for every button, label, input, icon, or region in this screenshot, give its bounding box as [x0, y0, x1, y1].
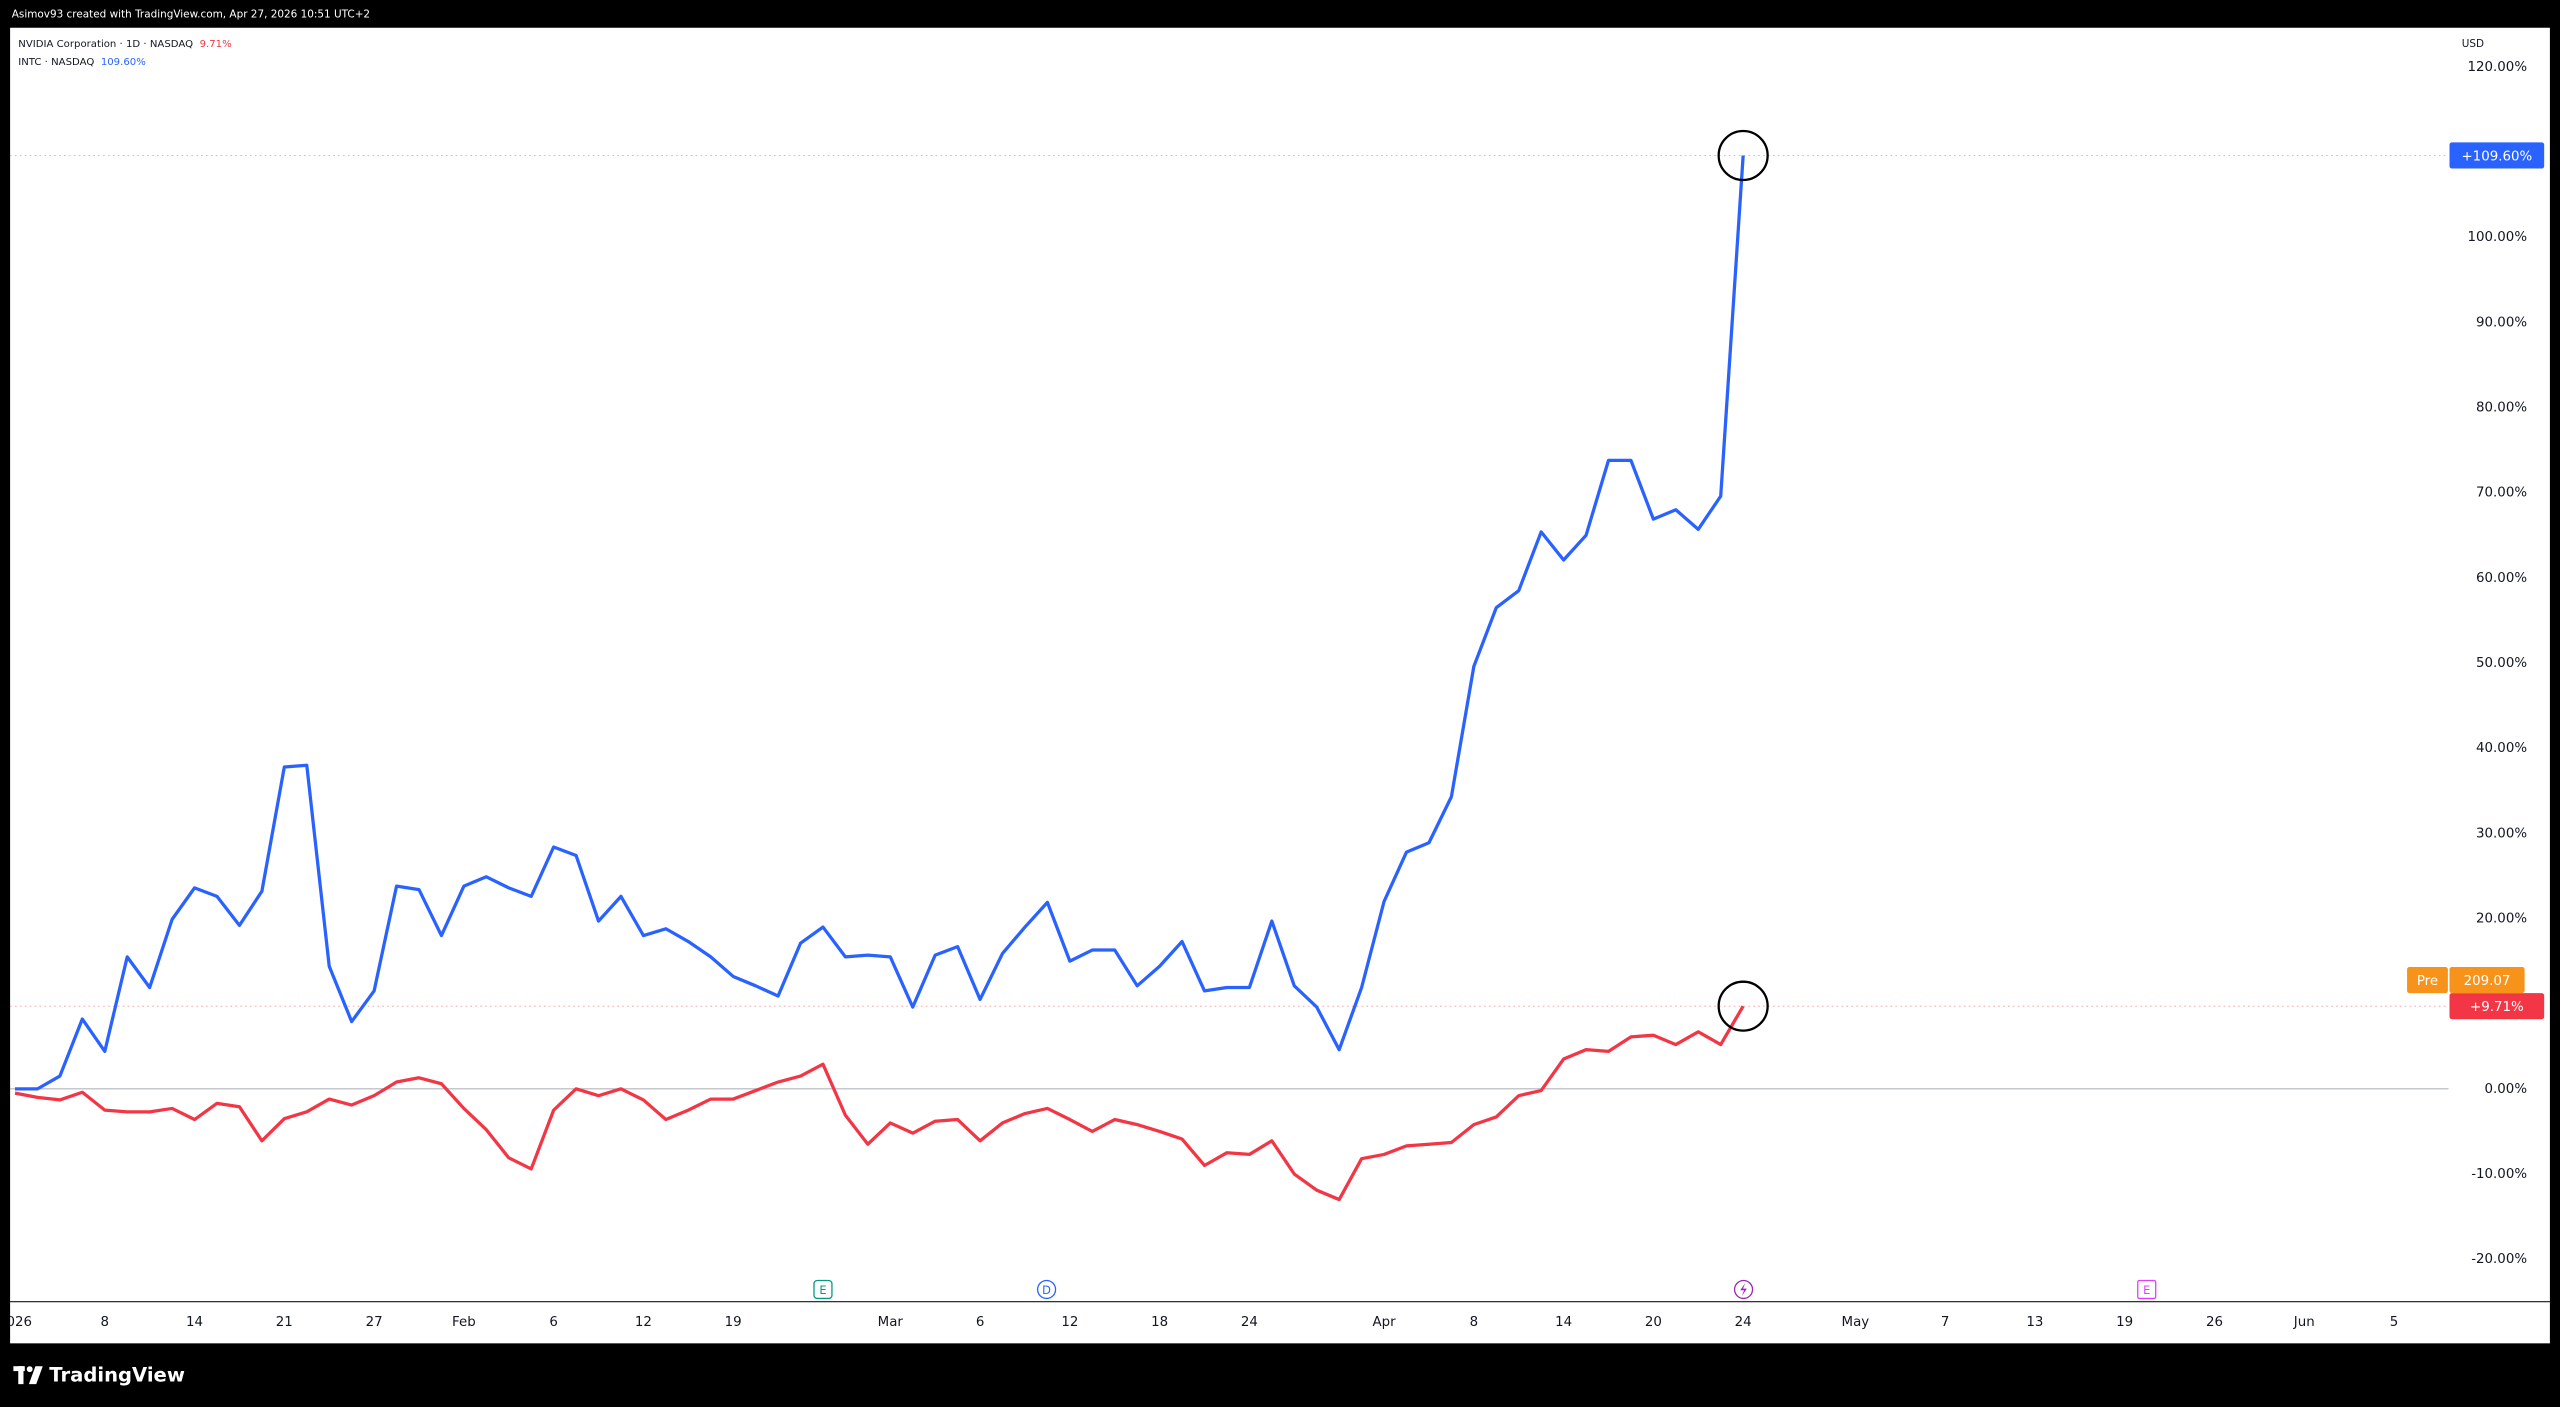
last-value-badge	[2449, 142, 2545, 169]
logo-part	[18, 1366, 24, 1385]
x-tick-label: 7	[1941, 1315, 1950, 1330]
x-tick-label: 5	[2390, 1315, 2399, 1330]
x-tick-label: 27	[366, 1315, 383, 1330]
y-tick-label: 50.00%	[2476, 656, 2527, 671]
y-tick-label: 30.00%	[2476, 826, 2527, 841]
event-marker: D	[1036, 1279, 1057, 1300]
y-tick-label: 70.00%	[2476, 486, 2527, 501]
x-tick-label: 2026	[0, 1315, 32, 1330]
last-value-label: +109.60%	[2461, 149, 2532, 164]
time-axis: 2026 8 14 21 27 Feb 6 12 19 Mar 6 12 18 24 Apr 8 14 20 24 M…	[0, 1315, 2399, 1330]
y-tick-label: 80.00%	[2476, 401, 2527, 416]
legend-value: 9.71%	[200, 39, 233, 50]
x-tick-label: 8	[1470, 1315, 1479, 1330]
series-line	[14, 1005, 1745, 1202]
x-tick-label: Apr	[1372, 1315, 1396, 1330]
x-tick-label: 8	[101, 1315, 110, 1330]
y-tick-label: -20.00%	[2471, 1252, 2527, 1267]
pre-price-badge	[2449, 966, 2525, 994]
footer-brand: TradingView	[49, 1363, 185, 1386]
y-tick-label: 0.00%	[2485, 1082, 2528, 1097]
x-tick-label: 19	[2116, 1315, 2133, 1330]
annotation-circle	[1717, 980, 1769, 1032]
x-tick-label: 18	[1151, 1315, 1168, 1330]
x-tick-label: 13	[2026, 1315, 2043, 1330]
currency-label: USD	[2462, 38, 2484, 50]
y-tick-label: 40.00%	[2476, 741, 2527, 756]
legend-name: INTC · NASDAQ	[18, 57, 94, 68]
event-marker: E	[813, 1279, 833, 1300]
logo-part	[28, 1366, 43, 1385]
price-axis: -20.00%-10.00%0.00%10.00%20.00%30.00%40.…	[2407, 60, 2545, 1267]
x-tick-label: Feb	[452, 1315, 476, 1330]
y-tick-label: 100.00%	[2468, 230, 2528, 245]
y-tick-label: 120.00%	[2468, 60, 2528, 75]
y-tick-label: 90.00%	[2476, 315, 2527, 330]
event-label: E	[819, 1283, 826, 1297]
event-icon-glyph	[1740, 1282, 1747, 1297]
x-tick-label: 6	[549, 1315, 558, 1330]
event-label: E	[2143, 1283, 2150, 1297]
pre-price: 209.07	[2464, 974, 2511, 989]
legend-name: NVIDIA Corporation · 1D · NASDAQ	[18, 39, 193, 50]
x-tick-label: 12	[1061, 1315, 1078, 1330]
x-tick-label: 21	[276, 1315, 293, 1330]
x-tick-label: Jun	[2293, 1315, 2315, 1330]
legend-entry: INTC · NASDAQ 109.60%	[18, 57, 146, 68]
logo-part	[26, 1366, 33, 1373]
event-marker: E	[2137, 1279, 2157, 1300]
legend-value: 109.60%	[101, 57, 146, 68]
x-tick-label: May	[1842, 1315, 1870, 1330]
x-tick-label: 12	[635, 1315, 652, 1330]
x-tick-label: 26	[2206, 1315, 2223, 1330]
x-tick-label: Mar	[878, 1315, 904, 1330]
last-value-badge	[2449, 993, 2545, 1020]
event-icon	[2137, 1279, 2157, 1300]
footer-logo: TradingView	[13, 1363, 185, 1386]
x-tick-label: 24	[1735, 1315, 1752, 1330]
pre-badge	[2407, 966, 2448, 994]
pre-label: Pre	[2417, 974, 2438, 989]
x-tick-label: 24	[1241, 1315, 1258, 1330]
x-tick-label: 14	[186, 1315, 203, 1330]
y-tick-label: -10.00%	[2471, 1167, 2527, 1182]
event-label: D	[1042, 1283, 1051, 1297]
event-marker	[1733, 1279, 1754, 1300]
x-tick-label: 6	[976, 1315, 985, 1330]
x-tick-label: 14	[1555, 1315, 1572, 1330]
x-tick-label: 19	[725, 1315, 742, 1330]
series-line	[15, 155, 1745, 1091]
last-value-label: +9.71%	[2470, 1000, 2524, 1015]
legend-entry: NVIDIA Corporation · 1D · NASDAQ 9.71%	[18, 39, 232, 50]
event-icon	[1036, 1279, 1057, 1300]
header-text: Asimov93 created with TradingView.com, A…	[12, 9, 370, 21]
x-tick-label: 20	[1645, 1315, 1662, 1330]
y-tick-label: 60.00%	[2476, 571, 2527, 586]
annotation-circle	[1717, 129, 1769, 182]
event-icon	[813, 1279, 833, 1300]
y-tick-label: 20.00%	[2476, 912, 2527, 927]
chart-panel	[10, 27, 2550, 1344]
